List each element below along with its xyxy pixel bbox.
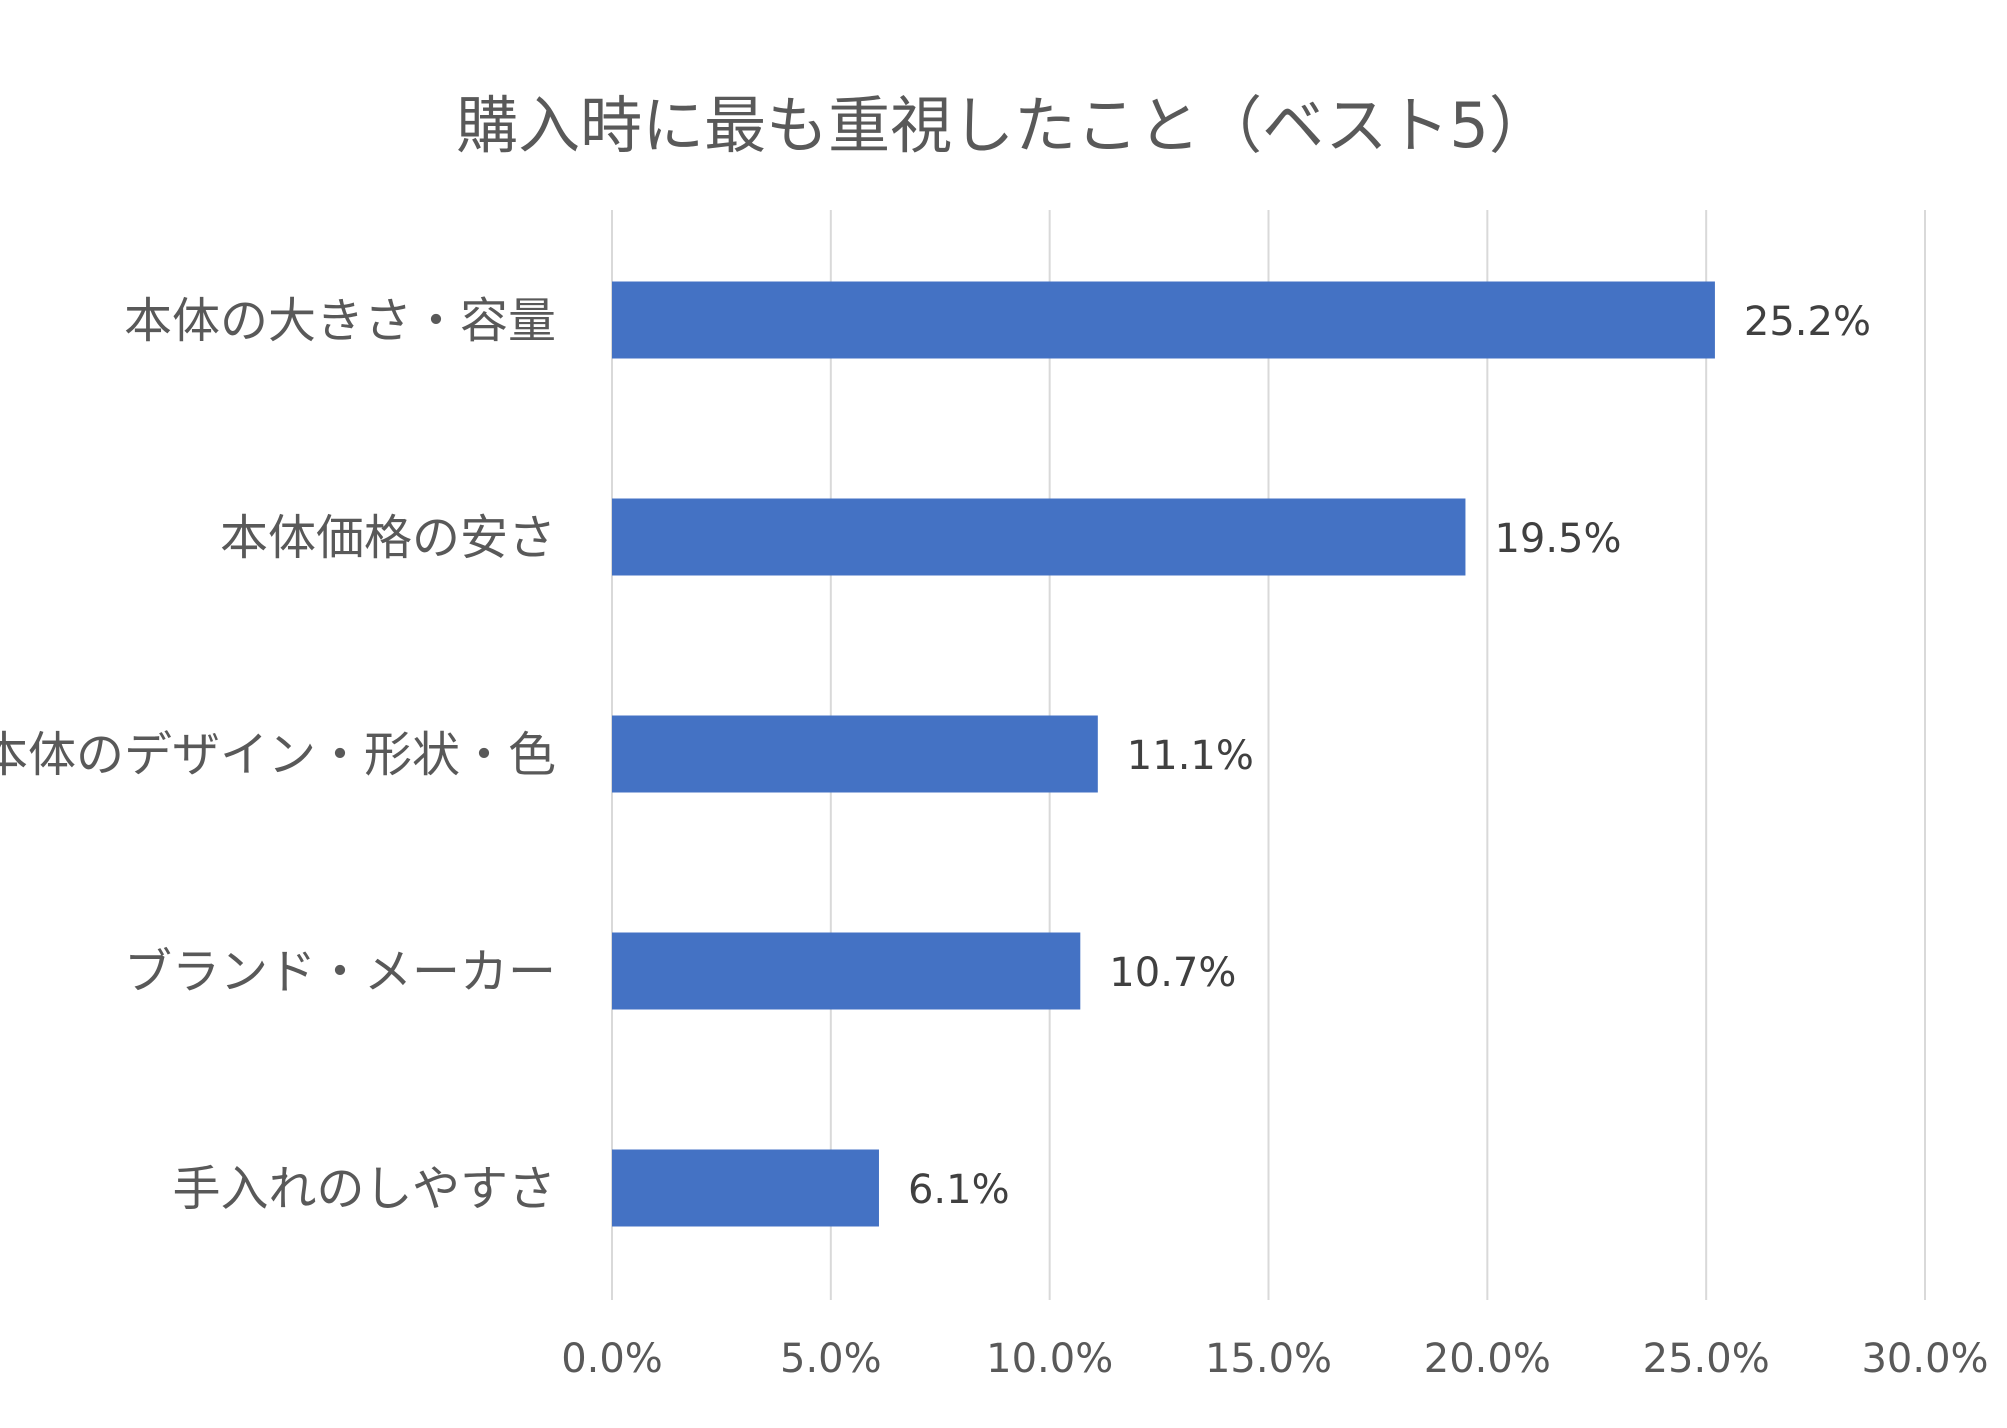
value-label-4: 6.1% bbox=[908, 1167, 1010, 1213]
bar-3 bbox=[612, 932, 1081, 1010]
chart-title: 購入時に最も重視したこと（ベスト5） bbox=[456, 89, 1551, 162]
x-tick-label-5: 25.0% bbox=[1643, 1336, 1770, 1382]
value-label-3: 10.7% bbox=[1109, 950, 1236, 996]
value-label-1: 19.5% bbox=[1494, 516, 1621, 562]
value-label-2: 11.1% bbox=[1127, 733, 1254, 779]
x-tick-label-0: 0.0% bbox=[561, 1336, 663, 1382]
category-label-0: 本体の大きさ・容量 bbox=[124, 293, 556, 349]
category-label-1: 本体価格の安さ bbox=[220, 510, 556, 566]
x-tick-label-3: 15.0% bbox=[1205, 1336, 1332, 1382]
bar-1 bbox=[612, 498, 1466, 576]
bar-2 bbox=[612, 715, 1098, 793]
bar-0 bbox=[612, 281, 1715, 359]
x-tick-label-4: 20.0% bbox=[1424, 1336, 1551, 1382]
x-tick-label-2: 10.0% bbox=[986, 1336, 1113, 1382]
bar-4 bbox=[612, 1149, 879, 1227]
x-tick-label-6: 30.0% bbox=[1861, 1336, 1988, 1382]
category-label-4: 手入れのしやすさ bbox=[172, 1161, 556, 1217]
category-label-3: ブランド・メーカー bbox=[124, 944, 556, 1000]
x-tick-label-1: 5.0% bbox=[780, 1336, 882, 1382]
category-label-2: 本体のデザイン・形状・色 bbox=[0, 727, 556, 783]
value-label-0: 25.2% bbox=[1744, 299, 1871, 345]
